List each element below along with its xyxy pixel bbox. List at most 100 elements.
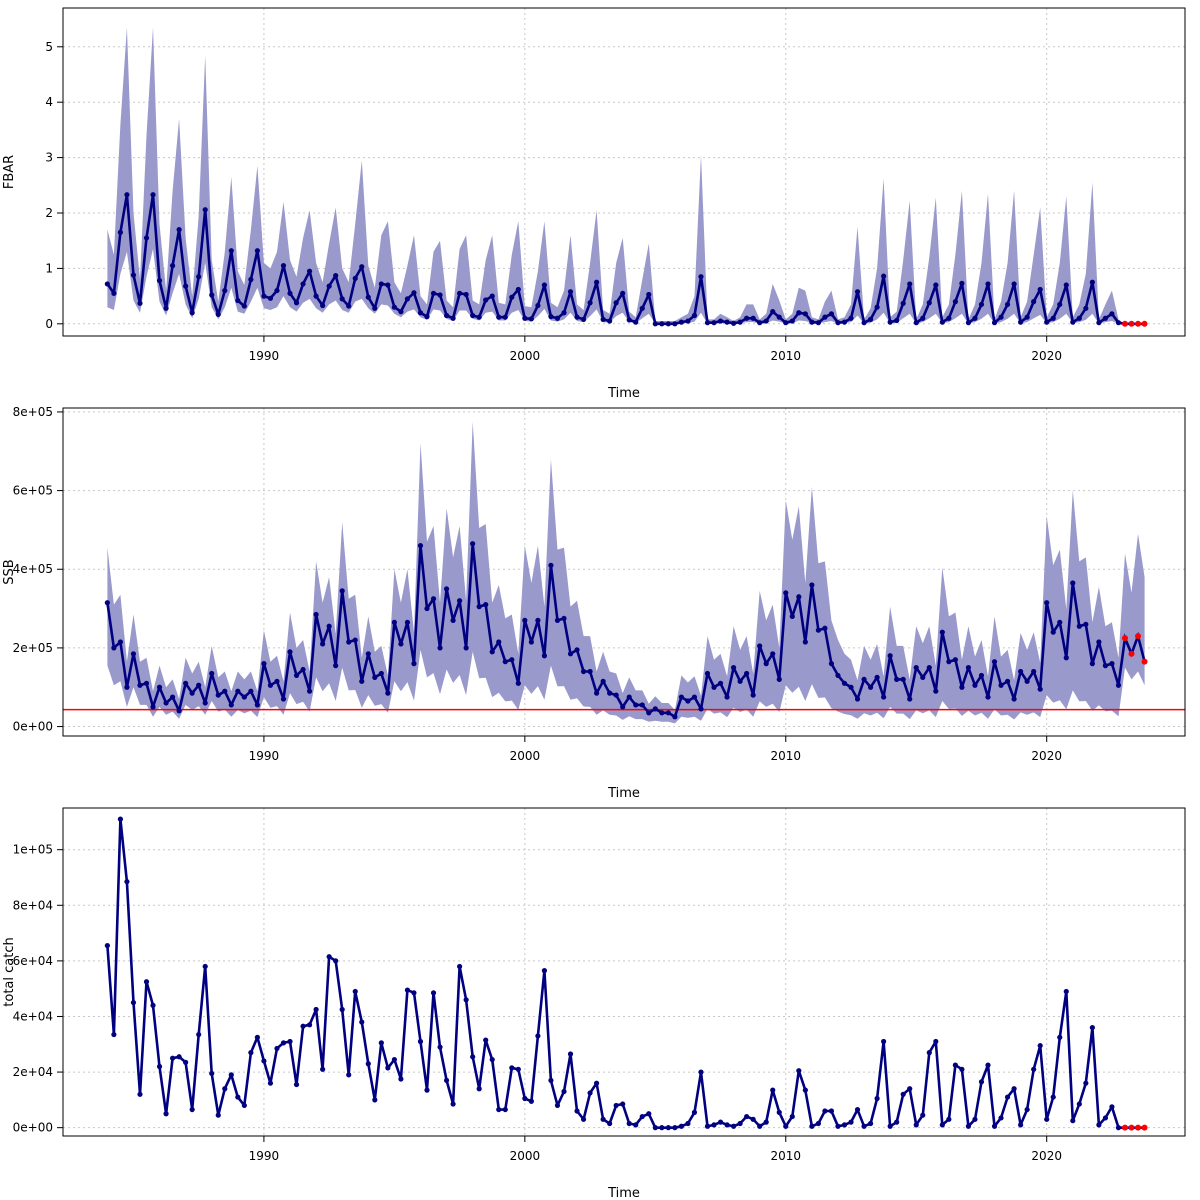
- data-point: [391, 619, 397, 625]
- data-point: [939, 319, 945, 325]
- data-point: [209, 670, 215, 677]
- data-point: [104, 942, 110, 949]
- data-point: [541, 653, 548, 659]
- data-point: [411, 661, 417, 667]
- data-point: [430, 596, 437, 602]
- data-point: [287, 649, 293, 655]
- data-point: [952, 657, 958, 663]
- data-point: [359, 1019, 365, 1025]
- data-point: [926, 300, 932, 306]
- data-point: [933, 688, 939, 694]
- data-point: [143, 680, 150, 686]
- data-point: [457, 963, 463, 970]
- data-point: [1109, 311, 1115, 317]
- data-point: [554, 617, 561, 623]
- data-point: [1037, 686, 1043, 692]
- data-point: [1044, 600, 1050, 606]
- data-point: [711, 684, 717, 690]
- data-point: [776, 676, 782, 682]
- data-point: [352, 988, 358, 995]
- data-point: [1089, 1024, 1095, 1031]
- data-point: [672, 1125, 678, 1131]
- y-tick-label: 1e+05: [13, 843, 53, 857]
- data-point: [659, 710, 665, 716]
- data-point: [398, 1076, 404, 1082]
- data-point: [757, 1123, 763, 1129]
- data-point: [163, 700, 169, 706]
- data-point: [907, 1086, 913, 1092]
- projection-point: [1121, 635, 1128, 642]
- data-point: [1076, 623, 1082, 629]
- data-point: [215, 1112, 221, 1118]
- data-point: [424, 1087, 430, 1093]
- data-point: [907, 281, 913, 287]
- data-point: [443, 586, 450, 592]
- projection-point: [1128, 1124, 1135, 1131]
- data-point: [306, 688, 313, 694]
- data-point: [385, 282, 391, 288]
- panel-2: 1990 2000 2010 2020 0e+00 2e+05 4e+05 6e+05 8e+0…: [2, 405, 1186, 801]
- data-point: [156, 684, 163, 690]
- x-axis-title: Time: [607, 1186, 640, 1200]
- data-point: [626, 1120, 632, 1127]
- data-point: [496, 1106, 502, 1113]
- data-point: [848, 315, 854, 321]
- data-point: [228, 1072, 234, 1078]
- y-tick-label: 4e+04: [13, 1009, 53, 1023]
- data-point: [130, 272, 137, 278]
- data-point: [789, 613, 795, 620]
- data-point: [985, 1062, 991, 1068]
- data-point: [333, 958, 339, 964]
- y-tick-label: 0e+00: [13, 1121, 53, 1135]
- panel-3: 1990 2000 2010 2020 0e+00 2e+04 4e+04 6e+04 8e+0…: [2, 807, 1186, 1200]
- data-point: [848, 684, 854, 690]
- data-point: [874, 1095, 880, 1102]
- y-tick-label: 6e+04: [13, 954, 53, 968]
- data-point: [378, 670, 384, 677]
- data-point: [124, 879, 130, 885]
- x-tick-label: 1990: [249, 1149, 280, 1163]
- data-point: [274, 678, 280, 684]
- data-point: [502, 659, 508, 665]
- data-point: [169, 1055, 176, 1061]
- data-point: [776, 1109, 782, 1115]
- data-point: [1096, 639, 1102, 645]
- data-point: [717, 1119, 724, 1125]
- x-tick-label: 2000: [510, 749, 541, 763]
- y-tick-label: 8e+05: [13, 405, 53, 419]
- data-point: [1109, 661, 1115, 667]
- data-point: [770, 651, 776, 657]
- data-point: [972, 682, 978, 688]
- x-tick-label: 2010: [771, 749, 802, 763]
- data-point: [143, 235, 150, 241]
- data-point: [385, 690, 391, 696]
- data-point: [698, 1069, 704, 1075]
- data-point: [646, 1111, 652, 1117]
- data-point: [117, 229, 124, 235]
- data-point: [561, 1088, 567, 1095]
- data-point: [1031, 668, 1037, 675]
- data-point: [339, 296, 345, 302]
- data-point: [378, 281, 384, 287]
- y-tick-label: 8e+04: [13, 898, 53, 912]
- data-point: [1037, 286, 1043, 293]
- data-point: [124, 192, 130, 198]
- data-point: [835, 672, 841, 679]
- y-tick-label: 2e+05: [13, 641, 53, 655]
- data-point: [1024, 1106, 1030, 1113]
- data-point: [867, 1120, 874, 1127]
- y-tick-label: 2: [45, 206, 53, 220]
- data-point: [952, 1062, 958, 1068]
- data-point: [489, 649, 495, 655]
- data-point: [946, 1116, 952, 1122]
- data-point: [965, 320, 972, 326]
- data-point: [372, 305, 378, 311]
- data-point: [398, 641, 404, 647]
- data-point: [607, 318, 613, 324]
- data-point: [926, 664, 932, 671]
- data-point: [104, 600, 110, 606]
- data-point: [209, 292, 215, 298]
- data-point: [1076, 315, 1082, 321]
- data-point: [744, 1113, 750, 1120]
- data-point: [757, 643, 763, 649]
